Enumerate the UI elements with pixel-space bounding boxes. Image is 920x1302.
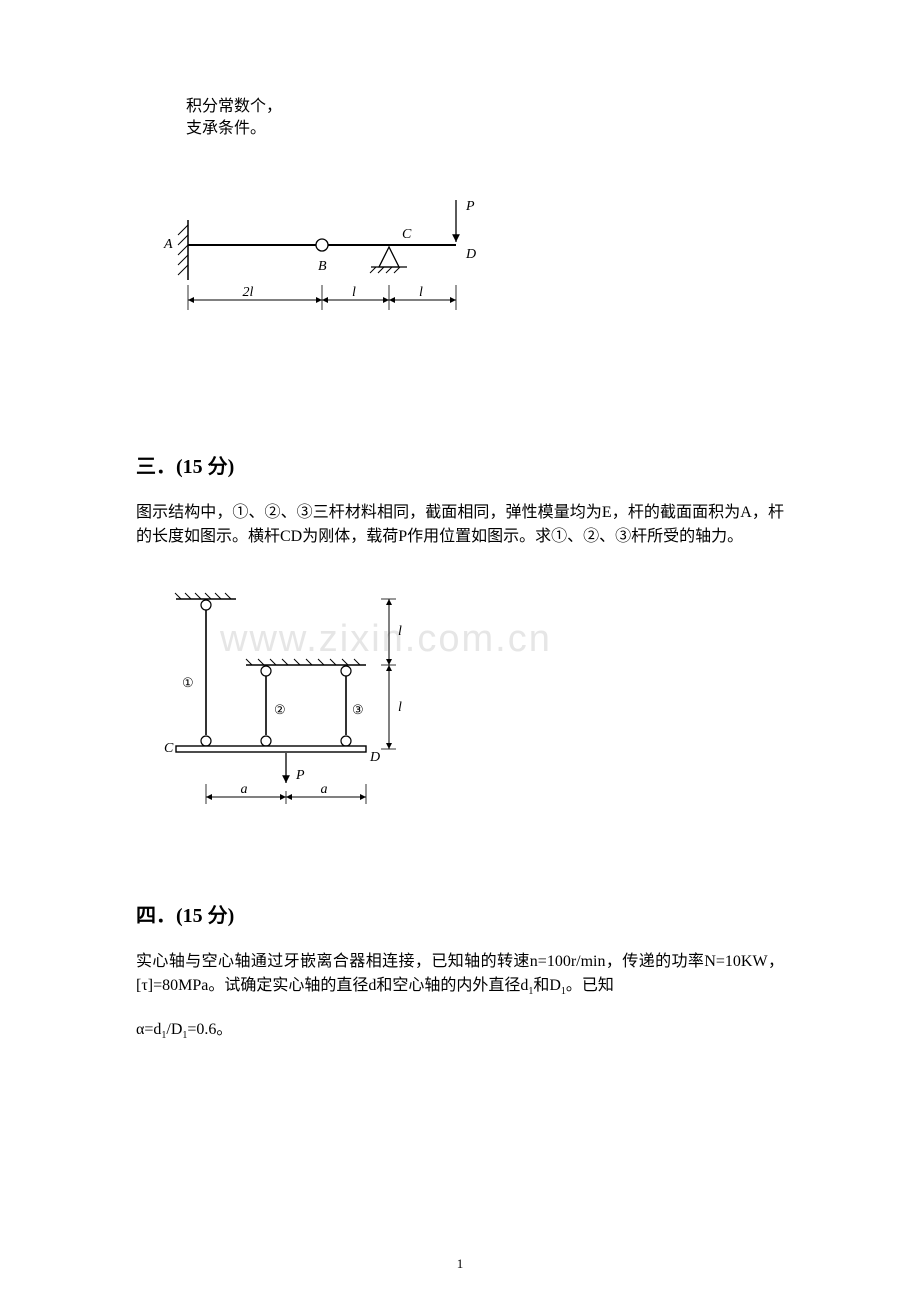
heading-4-points: (15 分) (176, 905, 234, 927)
s4-l2b: /D (166, 1021, 182, 1038)
heading-3-points: (15 分) (176, 456, 234, 478)
intro-line-1: 积分常数个， (186, 96, 784, 118)
page-number: 1 (0, 1256, 920, 1272)
s4-p2: 和D (533, 977, 561, 994)
dim-top-l: l (398, 624, 402, 639)
section-4-heading: 四．(15 分) (136, 899, 784, 928)
label-B: B (318, 259, 327, 274)
label-P: P (465, 199, 475, 214)
dim-l1: l (352, 285, 356, 300)
label-C: C (402, 227, 412, 242)
s4-p3: 。已知 (566, 977, 614, 994)
dim-a-right: a (321, 782, 328, 797)
section-4-body: 实心轴与空心轴通过牙嵌离合器相连接，已知轴的转速n=100r/min，传递的功率… (136, 950, 784, 1004)
dim-a-left: a (241, 782, 248, 797)
label-C2: C (164, 741, 174, 756)
label-A: A (163, 237, 173, 252)
label-n3: ③ (352, 702, 364, 717)
label-n1: ① (182, 675, 194, 690)
dim-bot-l: l (398, 700, 402, 715)
intro-line-2: 支承条件。 (186, 118, 784, 140)
s4-l2a: α=d (136, 1021, 161, 1038)
dim-l2: l (419, 285, 423, 300)
section-3-heading: 三．(15 分) (136, 450, 784, 479)
label-P2: P (295, 768, 305, 783)
heading-3-prefix: 三． (136, 456, 176, 478)
label-D2: D (369, 750, 380, 765)
label-D: D (465, 247, 476, 262)
dim-2l: 2l (243, 285, 254, 300)
section-3-body: 图示结构中，①、②、③三杆材料相同，截面相同，弹性模量均为E，杆的截面面积为A，… (136, 501, 784, 549)
s4-l2c: =0.6。 (187, 1021, 232, 1038)
section-4-body-2: α=d1/D1=0.6。 (136, 1018, 784, 1048)
heading-4-prefix: 四． (136, 905, 176, 927)
intro-block: 积分常数个， 支承条件。 (186, 96, 784, 140)
label-n2: ② (274, 702, 286, 717)
page-content: 积分常数个， 支承条件。 (136, 96, 784, 1048)
s4-p1: 实心轴与空心轴通过牙嵌离合器相连接，已知轴的转速n=100r/min，传递的功率… (136, 953, 784, 994)
diagram-2: l l a a C D P ① ② ③ (136, 569, 784, 829)
diagram-1: A B C D P 2l l l (136, 170, 784, 360)
